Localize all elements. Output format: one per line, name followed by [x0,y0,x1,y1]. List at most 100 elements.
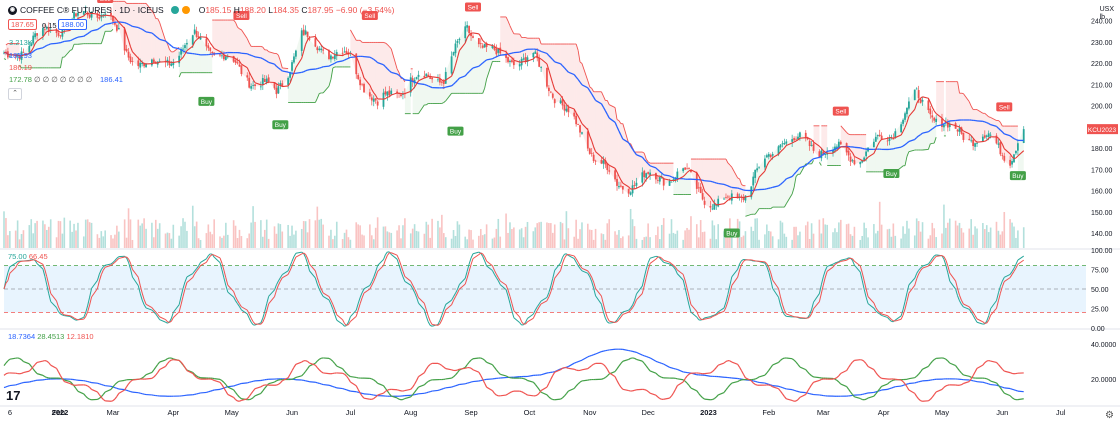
supertrend-fill-down [568,44,575,117]
dmi-minus-line-segment [968,378,972,382]
dmi-adx-line-segment [249,381,252,383]
volume-bar [497,218,500,248]
dmi-minus-line-segment [445,368,452,371]
dmi-adx-line-segment [315,381,318,384]
dmi-plus-line-segment [690,387,698,392]
fast-average-line-segment [486,43,493,46]
dmi-plus-line-segment [350,375,357,379]
candle-body [232,55,235,62]
dmi-minus-line-segment [50,364,57,369]
fast-average-line-segment [677,176,684,181]
supertrend-fill-down [227,20,234,62]
fast-average-line-segment [770,157,774,161]
moving-average-line-segment [427,85,431,88]
stoch-d-line-segment [31,259,34,261]
buy-price-button[interactable]: 188.00 [58,19,87,30]
moving-average-line-segment [472,65,480,69]
dmi-minus-line-segment [813,379,820,383]
supertrend-fill-up [328,55,331,87]
volume-bar [505,213,507,248]
moving-average-line-segment [984,121,987,124]
dmi-plus-line-segment [336,365,343,370]
stoch-k-line-segment [641,277,645,287]
dmi-minus-line-segment [854,359,861,361]
supertrend-fill-up [305,30,308,103]
volume-bar [989,227,992,248]
stoch-k-line-segment [894,315,902,321]
stoch-k-line-segment [729,276,733,286]
volume-bar [668,233,671,248]
dmi-plus-line-segment [110,386,114,390]
supertrend-fill-up [97,17,100,44]
supertrend-upper-line-segment [591,88,595,92]
stoch-d-line-segment [945,259,949,266]
candle-body [532,52,535,58]
volume-bar [997,230,1000,248]
price-scale-currency[interactable]: USX lb [1100,6,1114,22]
stoch-k-line-segment [949,280,957,290]
supertrend-lower-line-segment [601,169,603,173]
fast-average-line-segment [766,161,770,167]
dmi-plus-line-segment [889,380,892,383]
stoch-k-line-segment [495,277,499,282]
candle-body [629,192,632,195]
stoch-k-line-segment [260,317,264,324]
collapse-legend-icon[interactable]: ⌃ [8,88,22,100]
dmi-minus-line-segment [361,395,365,399]
stoch-d-line-segment [344,323,347,326]
supertrend-lower-line-segment [783,203,787,208]
fast-average-line-segment [443,79,447,82]
candle-body [647,172,650,174]
candle-body [847,150,850,156]
supertrend-upper-line-segment [153,13,157,19]
stoch-d-line-segment [96,280,100,289]
fast-average-line-segment [795,139,799,142]
stoch-d-line-segment [456,288,460,294]
volume-bar [806,221,809,248]
stoch-k-line-segment [1011,268,1015,272]
dmi-plus-line-segment [961,372,964,376]
dmi-minus-line-segment [602,363,606,367]
stoch-k-line-segment [468,257,472,265]
candle-body [211,51,214,53]
fast-average-line-segment [1015,155,1019,159]
stoch-k-line-segment [636,285,643,295]
volume-bar [682,239,684,248]
supertrend-upper-line-segment [587,80,591,88]
fast-average-line-segment [754,182,758,188]
symbol-title[interactable]: COFFEE C® FUTURES · 1D · ICEUS [20,5,164,15]
dmi-minus-line-segment [61,378,65,382]
volume-bar [427,224,430,248]
price-axis-tick: 210.00 [1091,82,1113,89]
dmi-minus-line-segment [69,383,73,386]
stoch-k-line-segment [89,288,93,298]
supertrend-upper-line-segment [609,104,616,108]
tradingview-logo-icon[interactable]: 17 [6,388,21,403]
dmi-minus-line-segment [982,362,986,366]
volume-bar [1009,219,1011,248]
stoch-d-line-segment [575,258,579,263]
supertrend-upper-line-segment [901,114,903,117]
supertrend-fill-up [330,55,333,80]
moving-average-line-segment [832,148,836,151]
dmi-plus-line-segment [386,390,390,395]
supertrend-upper-line-segment [589,86,592,89]
dmi-minus-line-segment [414,380,418,385]
stoch-k-line-segment [274,284,277,291]
stoch-k-line-segment [246,313,250,319]
volume-bar [766,224,768,248]
supertrend-lower-line-segment [6,60,8,64]
fast-average-line-segment [922,96,929,99]
volume-bar [464,236,467,248]
stoch-k-line-segment [279,274,283,279]
sell-price-button[interactable]: 187.65 [8,19,37,30]
moving-average-line-segment [636,154,643,158]
candle-body [466,25,469,28]
gear-icon[interactable]: ⚙ [1105,410,1114,421]
stoch-d-line-segment [1015,264,1019,269]
candle-body [55,28,58,34]
candle-body [281,83,284,87]
stoch-d-line-segment [110,263,114,266]
stoch-d-line-segment [404,276,412,282]
